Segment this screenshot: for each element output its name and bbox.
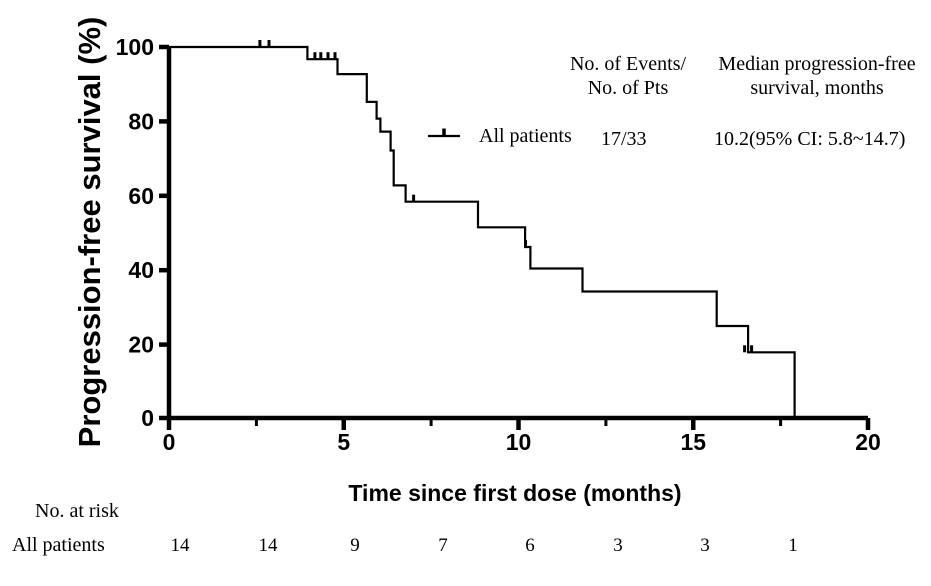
svg-text:0: 0 [141, 405, 154, 431]
svg-text:All patients: All patients [479, 125, 572, 147]
svg-text:7: 7 [438, 535, 448, 556]
svg-text:14: 14 [259, 535, 279, 556]
svg-text:Progression-free survival (%): Progression-free survival (%) [72, 17, 107, 448]
svg-text:Median progression-free: Median progression-free [718, 53, 915, 75]
svg-text:No. of Pts: No. of Pts [588, 77, 669, 99]
svg-text:All patients: All patients [12, 534, 105, 556]
svg-text:5: 5 [337, 429, 350, 455]
svg-text:20: 20 [128, 332, 154, 358]
svg-text:17/33: 17/33 [601, 128, 647, 150]
svg-text:0: 0 [163, 429, 176, 455]
svg-text:100: 100 [116, 34, 154, 60]
svg-text:9: 9 [350, 535, 360, 556]
svg-text:10.2(95% CI: 5.8~14.7): 10.2(95% CI: 5.8~14.7) [714, 128, 905, 150]
svg-text:14: 14 [171, 535, 191, 556]
svg-text:80: 80 [128, 108, 154, 134]
svg-text:15: 15 [680, 429, 706, 455]
svg-text:Time since first dose (months): Time since first dose (months) [348, 480, 681, 506]
svg-text:1: 1 [788, 535, 798, 556]
svg-text:6: 6 [525, 535, 535, 556]
svg-text:No. of Events/: No. of Events/ [570, 53, 687, 75]
svg-text:40: 40 [128, 257, 154, 283]
svg-text:No. at risk: No. at risk [35, 500, 119, 522]
svg-text:3: 3 [613, 535, 623, 556]
svg-text:survival, months: survival, months [750, 77, 884, 99]
svg-text:10: 10 [506, 429, 532, 455]
svg-text:60: 60 [128, 183, 154, 209]
svg-text:20: 20 [855, 429, 881, 455]
svg-text:3: 3 [700, 535, 710, 556]
